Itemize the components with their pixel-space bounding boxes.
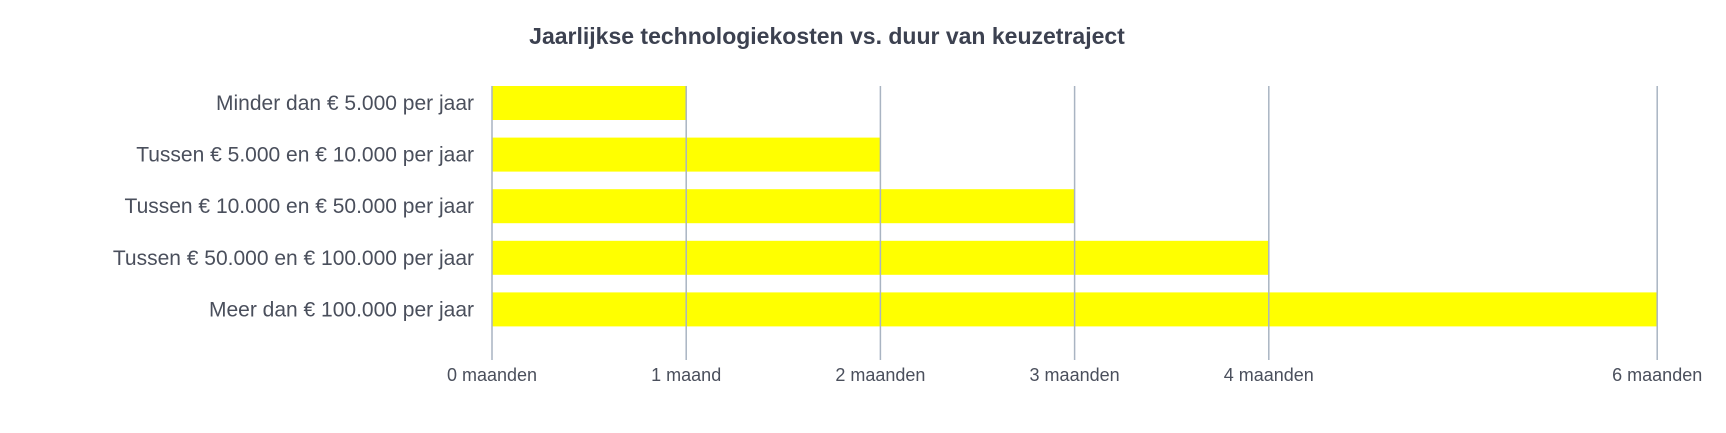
bar xyxy=(492,86,687,120)
category-label: Minder dan € 5.000 per jaar xyxy=(216,92,474,115)
category-label: Tussen € 10.000 en € 50.000 per jaar xyxy=(125,195,474,218)
category-labels: Minder dan € 5.000 per jaar Tussen € 5.00… xyxy=(113,92,474,321)
category-label: Tussen € 50.000 en € 100.000 per jaar xyxy=(113,247,474,270)
x-tick-label: 6 maanden xyxy=(1612,365,1702,385)
category-label: Meer dan € 100.000 per jaar xyxy=(209,298,474,321)
x-tick-labels: 0 maanden 1 maand 2 maanden 3 maanden 4 maan… xyxy=(447,365,1702,385)
x-tick-label: 0 maanden xyxy=(447,365,537,385)
x-tick-label: 1 maand xyxy=(651,365,721,385)
bar xyxy=(492,189,1075,224)
x-tick-label: 2 maanden xyxy=(835,365,925,385)
x-tick-label: 3 maanden xyxy=(1030,365,1120,385)
chart-title: Jaarlijkse technologiekosten vs. duur va… xyxy=(529,23,1125,49)
gridlines xyxy=(491,86,1658,360)
category-label: Tussen € 5.000 en € 10.000 per jaar xyxy=(136,144,474,167)
x-tick-label: 4 maanden xyxy=(1224,365,1314,385)
